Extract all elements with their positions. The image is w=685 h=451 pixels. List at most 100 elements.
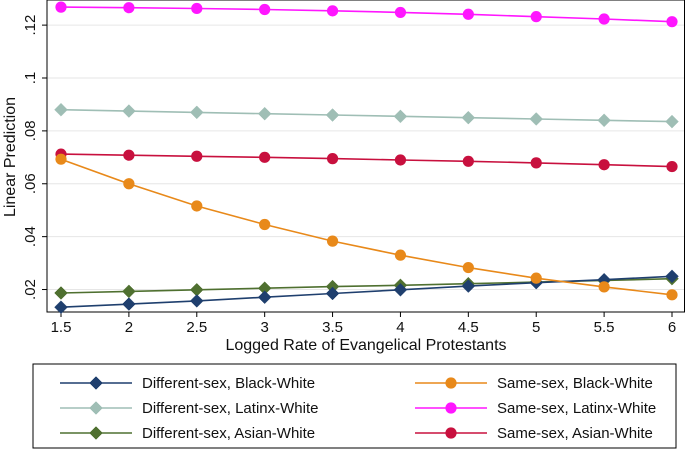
x-tick-label: 4 <box>396 319 404 336</box>
legend-label: Different-sex, Latinx-White <box>142 400 318 417</box>
legend-item: Same-sex, Black-White <box>415 375 653 392</box>
data-point <box>665 269 679 284</box>
gridlines <box>47 24 685 291</box>
data-point <box>666 16 678 28</box>
x-tick-label: 3 <box>260 319 268 336</box>
data-point <box>257 290 272 304</box>
x-tick-label: 2 <box>125 319 133 336</box>
legend-swatch-marker <box>89 426 103 440</box>
x-tick-label: 1.5 <box>51 319 72 336</box>
data-point <box>393 109 408 124</box>
legend-label: Different-sex, Black-White <box>142 375 315 392</box>
y-tick-label: .1 <box>22 72 39 85</box>
legend-item: Same-sex, Asian-White <box>415 425 653 442</box>
legend-item: Same-sex, Latinx-White <box>415 400 656 417</box>
data-point <box>122 297 136 311</box>
data-point <box>122 104 136 118</box>
data-point <box>530 272 542 284</box>
data-point <box>529 112 544 126</box>
data-point <box>597 113 611 128</box>
series-line <box>60 153 673 168</box>
data-point <box>530 11 542 23</box>
data-point <box>666 289 678 301</box>
data-point <box>665 114 679 129</box>
legend: Different-sex, Black-White Same-sex, Blac… <box>60 375 656 442</box>
legend-item: Different-sex, Black-White <box>60 375 315 392</box>
data-point <box>394 154 407 166</box>
data-point <box>54 102 68 117</box>
x-tick-label: 5.5 <box>594 319 615 336</box>
y-tick-label: .08 <box>22 120 39 141</box>
y-tick-label: .02 <box>22 279 39 300</box>
series-line <box>60 6 673 23</box>
legend-label: Same-sex, Latinx-White <box>497 400 656 417</box>
legend-label: Same-sex, Asian-White <box>497 425 653 442</box>
x-tick-label: 5 <box>532 319 540 336</box>
series-0 <box>54 269 679 315</box>
series-5 <box>55 148 678 173</box>
legend-swatch-marker <box>445 402 457 414</box>
data-point <box>461 110 476 125</box>
data-point <box>325 286 340 301</box>
data-point <box>259 3 271 16</box>
data-point <box>123 2 135 14</box>
data-point <box>191 200 203 212</box>
legend-swatch-marker <box>89 376 103 390</box>
legend-label: Same-sex, Black-White <box>497 375 653 392</box>
legend-swatch-marker <box>89 401 103 415</box>
data-point <box>191 150 203 162</box>
data-point <box>55 153 67 165</box>
data-point <box>461 279 476 293</box>
series-1 <box>55 153 678 301</box>
data-point <box>326 235 339 247</box>
data-point <box>326 153 339 165</box>
y-axis-label: Linear Prediction <box>2 97 19 217</box>
data-point <box>191 2 203 15</box>
x-tick-label: 6 <box>668 319 676 336</box>
data-point <box>189 294 204 308</box>
series-line <box>60 108 673 123</box>
x-tick-label: 4.5 <box>458 319 479 336</box>
data-point <box>462 155 474 167</box>
data-point <box>394 6 407 19</box>
series-2 <box>54 102 679 129</box>
series-4 <box>54 271 679 300</box>
data-point <box>123 178 135 190</box>
x-tick-label: 2.5 <box>186 319 207 336</box>
series-line <box>60 275 673 308</box>
legend-swatch-marker <box>445 427 457 439</box>
data-point <box>598 159 610 171</box>
data-point <box>462 8 474 20</box>
data-point <box>598 281 610 293</box>
data-point <box>530 157 542 169</box>
x-tick-label: 3.5 <box>322 319 343 336</box>
data-point <box>259 151 271 163</box>
y-axis: .02 .04 .06 .08 .1 .12 <box>22 15 47 300</box>
legend-item: Different-sex, Latinx-White <box>60 400 318 417</box>
data-point <box>393 282 408 297</box>
data-point <box>394 249 407 261</box>
data-point <box>54 286 68 300</box>
data-point <box>326 5 339 17</box>
data-point <box>122 284 136 299</box>
legend-item: Different-sex, Asian-White <box>60 425 315 442</box>
data-point <box>259 218 271 231</box>
data-point <box>123 149 135 161</box>
legend-swatch-marker <box>445 377 457 389</box>
data-point <box>598 13 610 25</box>
x-axis: 1.5 2 2.5 3 3.5 4 4.5 5 5.5 6 <box>51 312 676 336</box>
data-point <box>325 108 340 122</box>
data-point <box>666 160 678 173</box>
series-line <box>60 158 673 296</box>
y-tick-label: .04 <box>22 226 39 247</box>
series-layer <box>54 1 679 315</box>
data-point <box>462 261 474 274</box>
x-axis-label: Logged Rate of Evangelical Protestants <box>225 337 506 354</box>
data-point <box>189 105 204 120</box>
data-point <box>54 300 68 315</box>
legend-label: Different-sex, Asian-White <box>142 425 315 442</box>
legend-box <box>32 363 677 449</box>
data-point <box>55 1 67 13</box>
data-point <box>257 106 272 121</box>
